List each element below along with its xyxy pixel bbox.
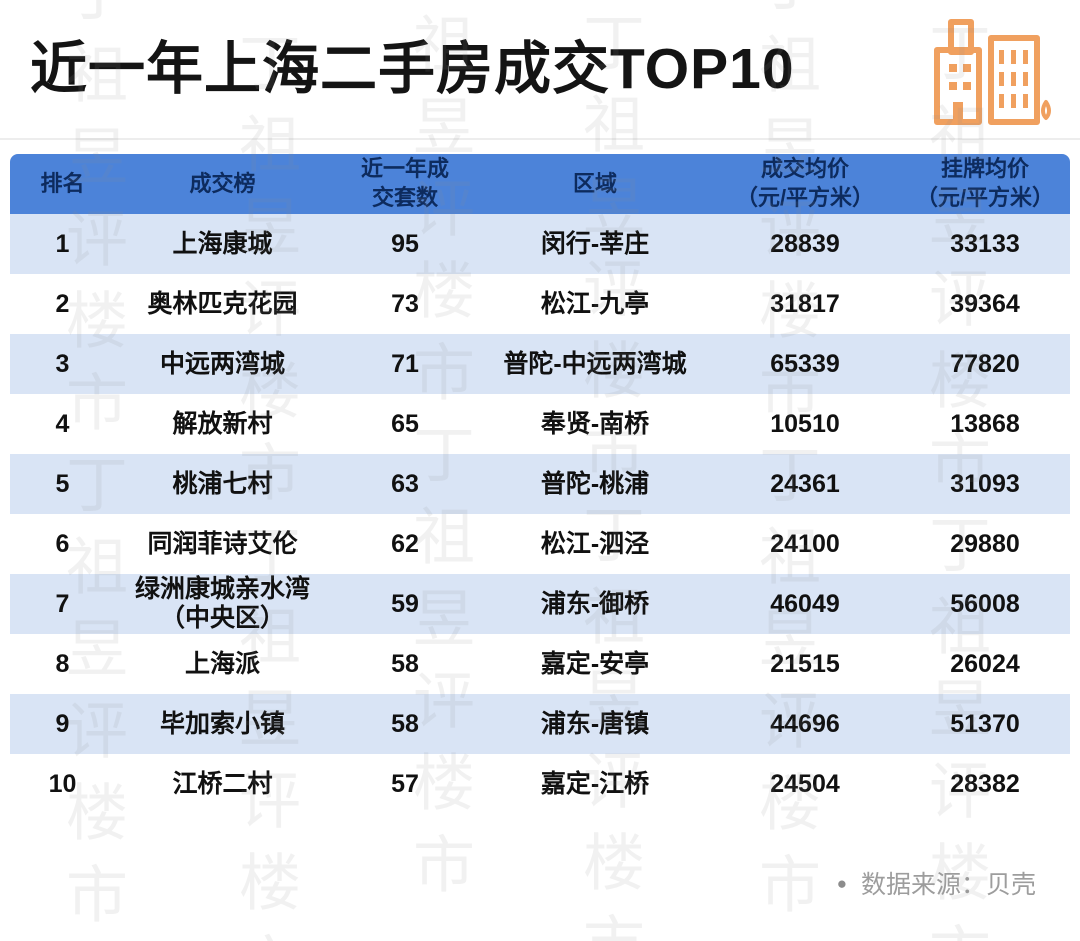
listing-price-cell: 39364 bbox=[950, 289, 1020, 318]
name-cell: 同润菲诗艾伦 bbox=[147, 529, 298, 558]
listing-price-cell: 77820 bbox=[950, 349, 1020, 378]
deal-price-cell: 44696 bbox=[770, 709, 840, 738]
table-row: 9 毕加索小镇 58 浦东-唐镇 44696 51370 bbox=[10, 694, 1070, 754]
rank-cell: 10 bbox=[48, 769, 77, 798]
table-row: 4 解放新村 65 奉贤-南桥 10510 13868 bbox=[10, 394, 1070, 454]
rank-cell: 8 bbox=[55, 649, 70, 678]
deal-price-cell: 28839 bbox=[770, 229, 840, 258]
rank-cell: 3 bbox=[55, 349, 70, 378]
region-cell: 普陀-中远两湾城 bbox=[503, 349, 687, 378]
count-cell: 65 bbox=[391, 409, 419, 438]
rank-cell: 5 bbox=[55, 469, 70, 498]
name-cell: 上海康城 bbox=[172, 229, 273, 258]
top10-table-wrap: 排名 成交榜 近一年成 交套数 区域 成交均价 （元/平方米） 挂牌均价 （元/… bbox=[10, 154, 1070, 814]
rank-cell: 1 bbox=[55, 229, 70, 258]
count-cell: 95 bbox=[391, 229, 419, 258]
count-cell: 58 bbox=[391, 649, 419, 678]
name-cell: 绿洲康城亲水湾 （中央区） bbox=[134, 575, 310, 632]
data-source-label: 数据来源：贝壳 bbox=[860, 871, 1036, 899]
count-cell: 57 bbox=[391, 769, 419, 798]
header-count: 近一年成 交套数 bbox=[330, 154, 480, 214]
listing-price-cell: 56008 bbox=[950, 589, 1020, 618]
region-cell: 嘉定-江桥 bbox=[540, 769, 650, 798]
rank-cell: 4 bbox=[55, 409, 70, 438]
region-cell: 浦东-唐镇 bbox=[540, 709, 650, 738]
region-cell: 奉贤-南桥 bbox=[540, 409, 650, 438]
deal-price-cell: 31817 bbox=[770, 289, 840, 318]
region-cell: 闵行-莘庄 bbox=[540, 229, 650, 258]
deal-price-cell: 24100 bbox=[770, 529, 840, 558]
name-cell: 奥林匹克花园 bbox=[147, 289, 298, 318]
count-cell: 63 bbox=[391, 469, 419, 498]
count-cell: 71 bbox=[391, 349, 419, 378]
region-cell: 浦东-御桥 bbox=[540, 589, 650, 618]
header-region: 区域 bbox=[480, 154, 710, 214]
rank-cell: 2 bbox=[55, 289, 70, 318]
deal-price-cell: 10510 bbox=[770, 409, 840, 438]
deal-price-cell: 21515 bbox=[770, 649, 840, 678]
rank-cell: 6 bbox=[55, 529, 70, 558]
rank-cell: 9 bbox=[55, 709, 70, 738]
top10-table: 排名 成交榜 近一年成 交套数 区域 成交均价 （元/平方米） 挂牌均价 （元/… bbox=[10, 154, 1070, 814]
name-cell: 江桥二村 bbox=[172, 769, 273, 798]
table-row: 5 桃浦七村 63 普陀-桃浦 24361 31093 bbox=[10, 454, 1070, 514]
header-deal-price: 成交均价 （元/平方米） bbox=[710, 154, 900, 214]
table-row: 2 奥林匹克花园 73 松江-九亭 31817 39364 bbox=[10, 274, 1070, 334]
name-cell: 桃浦七村 bbox=[172, 469, 273, 498]
listing-price-cell: 51370 bbox=[950, 709, 1020, 738]
name-cell: 解放新村 bbox=[172, 409, 273, 438]
region-cell: 普陀-桃浦 bbox=[540, 469, 650, 498]
header-listing-price: 挂牌均价 （元/平方米） bbox=[900, 154, 1070, 214]
count-cell: 59 bbox=[391, 589, 419, 618]
deal-price-cell: 65339 bbox=[770, 349, 840, 378]
region-cell: 嘉定-安亭 bbox=[540, 649, 650, 678]
deal-price-cell: 46049 bbox=[770, 589, 840, 618]
region-cell: 松江-九亭 bbox=[540, 289, 650, 318]
listing-price-cell: 28382 bbox=[950, 769, 1020, 798]
header-rank: 排名 bbox=[10, 154, 115, 214]
table-row: 8 上海派 58 嘉定-安亭 21515 26024 bbox=[10, 634, 1070, 694]
name-cell: 上海派 bbox=[184, 649, 260, 678]
name-cell: 中远两湾城 bbox=[159, 349, 285, 378]
deal-price-cell: 24361 bbox=[770, 469, 840, 498]
listing-price-cell: 13868 bbox=[950, 409, 1020, 438]
listing-price-cell: 26024 bbox=[950, 649, 1020, 678]
region-cell: 松江-泗泾 bbox=[540, 529, 650, 558]
listing-price-cell: 31093 bbox=[950, 469, 1020, 498]
listing-price-cell: 29880 bbox=[950, 529, 1020, 558]
header-name: 成交榜 bbox=[115, 154, 330, 214]
table-row: 7 绿洲康城亲水湾 （中央区） 59 浦东-御桥 46049 56008 bbox=[10, 574, 1070, 634]
rank-cell: 7 bbox=[55, 589, 70, 618]
buildings-icon bbox=[929, 10, 1054, 128]
data-source: ● 数据来源：贝壳 bbox=[837, 865, 1036, 901]
name-cell: 毕加索小镇 bbox=[159, 709, 285, 738]
count-cell: 73 bbox=[391, 289, 419, 318]
table-row: 10 江桥二村 57 嘉定-江桥 24504 28382 bbox=[10, 754, 1070, 814]
bullet-dot-icon: ● bbox=[836, 873, 847, 893]
table-row: 6 同润菲诗艾伦 62 松江-泗泾 24100 29880 bbox=[10, 514, 1070, 574]
table-row: 1 上海康城 95 闵行-莘庄 28839 33133 bbox=[10, 214, 1070, 274]
listing-price-cell: 33133 bbox=[950, 229, 1020, 258]
deal-price-cell: 24504 bbox=[770, 769, 840, 798]
count-cell: 58 bbox=[391, 709, 419, 738]
page-title: 近一年上海二手房成交TOP10 bbox=[30, 36, 795, 101]
header: 近一年上海二手房成交TOP10 bbox=[0, 0, 1080, 140]
table-header-row: 排名 成交榜 近一年成 交套数 区域 成交均价 （元/平方米） 挂牌均价 （元/… bbox=[10, 154, 1070, 214]
table-row: 3 中远两湾城 71 普陀-中远两湾城 65339 77820 bbox=[10, 334, 1070, 394]
count-cell: 62 bbox=[391, 529, 419, 558]
